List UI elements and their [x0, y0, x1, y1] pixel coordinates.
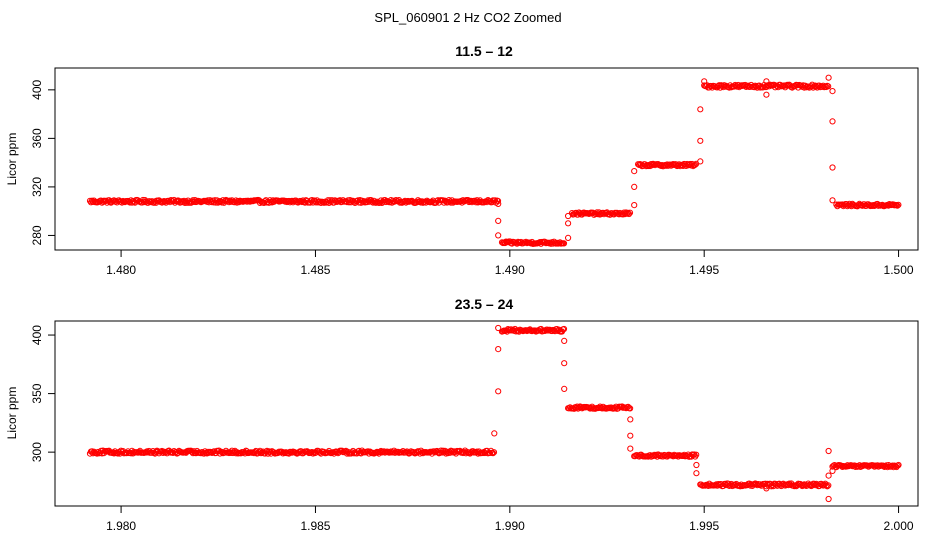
data-points	[86, 324, 902, 503]
data-point	[894, 202, 901, 209]
data-point	[693, 451, 700, 458]
data-point	[627, 445, 634, 452]
x-axis: 1.980 1.985 1.990 1.995 2.000	[106, 506, 914, 533]
y-axis-label: Licor ppm	[5, 387, 19, 440]
data-point	[829, 164, 836, 171]
data-point	[560, 325, 568, 333]
data-points	[86, 74, 902, 247]
data-point	[829, 467, 836, 474]
data-point	[763, 91, 770, 98]
data-point	[825, 447, 832, 455]
data-point	[829, 118, 836, 125]
data-point	[825, 472, 832, 479]
data-point	[829, 197, 836, 204]
data-point	[491, 430, 498, 437]
data-point	[693, 470, 700, 477]
x-tick-label: 1.500	[884, 263, 914, 277]
x-tick-label: 1.985	[300, 519, 330, 533]
y-tick-label: 350	[30, 383, 44, 403]
data-point	[697, 158, 704, 165]
data-point	[495, 200, 502, 207]
data-point	[627, 416, 634, 423]
data-point	[895, 461, 902, 469]
data-point	[701, 78, 708, 85]
data-point	[825, 495, 832, 503]
data-point	[823, 482, 830, 489]
y-axis: 300 350 400	[30, 325, 55, 462]
data-point	[692, 161, 699, 168]
data-point	[627, 405, 634, 412]
data-point	[490, 449, 498, 456]
data-point	[894, 462, 901, 469]
y-tick-label: 280	[30, 225, 44, 245]
data-point	[627, 432, 634, 439]
chart-title: 23.5 – 24	[455, 296, 514, 312]
data-point	[825, 83, 832, 90]
data-point	[825, 74, 832, 81]
data-point	[565, 234, 572, 241]
data-point	[697, 106, 704, 113]
data-point	[565, 220, 572, 227]
figure-suptitle: SPL_060901 2 Hz CO2 Zoomed	[374, 10, 561, 25]
plot-frame	[54, 320, 919, 507]
data-point	[631, 202, 638, 209]
data-point	[626, 209, 634, 216]
y-axis: 280 320 360 400	[30, 80, 55, 245]
x-tick-label: 1.485	[300, 263, 330, 277]
plot-frame	[54, 67, 919, 251]
data-point	[560, 240, 568, 247]
data-point	[324, 197, 332, 204]
data-point	[829, 88, 836, 95]
data-point	[561, 360, 568, 367]
data-point	[895, 201, 902, 208]
data-point	[763, 78, 770, 85]
x-tick-label: 1.480	[106, 263, 136, 277]
data-point	[489, 450, 497, 457]
data-point	[631, 168, 638, 175]
chart-title: 11.5 – 12	[455, 43, 513, 59]
data-point	[893, 463, 900, 471]
data-point	[495, 232, 502, 239]
data-point	[561, 337, 568, 344]
x-tick-label: 1.995	[689, 519, 719, 533]
data-point	[643, 163, 650, 170]
x-tick-label: 2.000	[884, 519, 914, 533]
y-tick-label: 400	[30, 325, 44, 345]
data-point	[763, 485, 770, 492]
data-point	[697, 137, 704, 144]
data-point	[631, 183, 638, 190]
data-point	[561, 385, 568, 392]
chart-panel-top: 11.5 – 12 Licor ppm 1.480 1.485 1.490 1.495…	[5, 43, 919, 277]
data-point	[565, 212, 572, 220]
data-point	[624, 209, 632, 216]
data-point	[495, 388, 502, 395]
data-point	[495, 346, 502, 353]
y-tick-label: 360	[30, 128, 44, 148]
x-tick-label: 1.495	[689, 263, 719, 277]
data-point	[364, 197, 372, 204]
y-tick-label: 300	[30, 442, 44, 462]
data-point	[693, 461, 700, 469]
data-point	[825, 482, 832, 489]
y-tick-label: 320	[30, 177, 44, 197]
x-tick-label: 1.980	[106, 519, 136, 533]
x-tick-label: 1.490	[495, 263, 525, 277]
data-point	[495, 324, 502, 332]
data-point	[495, 217, 502, 224]
chart-panel-bottom: 23.5 – 24 Licor ppm 1.980 1.985 1.990 1.995…	[5, 296, 919, 533]
x-axis: 1.480 1.485 1.490 1.495 1.500	[106, 250, 914, 277]
data-point	[494, 197, 502, 205]
y-axis-label: Licor ppm	[5, 133, 19, 186]
data-point	[625, 210, 633, 218]
x-tick-label: 1.990	[495, 519, 525, 533]
data-point	[821, 84, 828, 91]
data-point	[372, 199, 380, 206]
data-point	[824, 483, 831, 490]
y-tick-label: 400	[30, 80, 44, 100]
